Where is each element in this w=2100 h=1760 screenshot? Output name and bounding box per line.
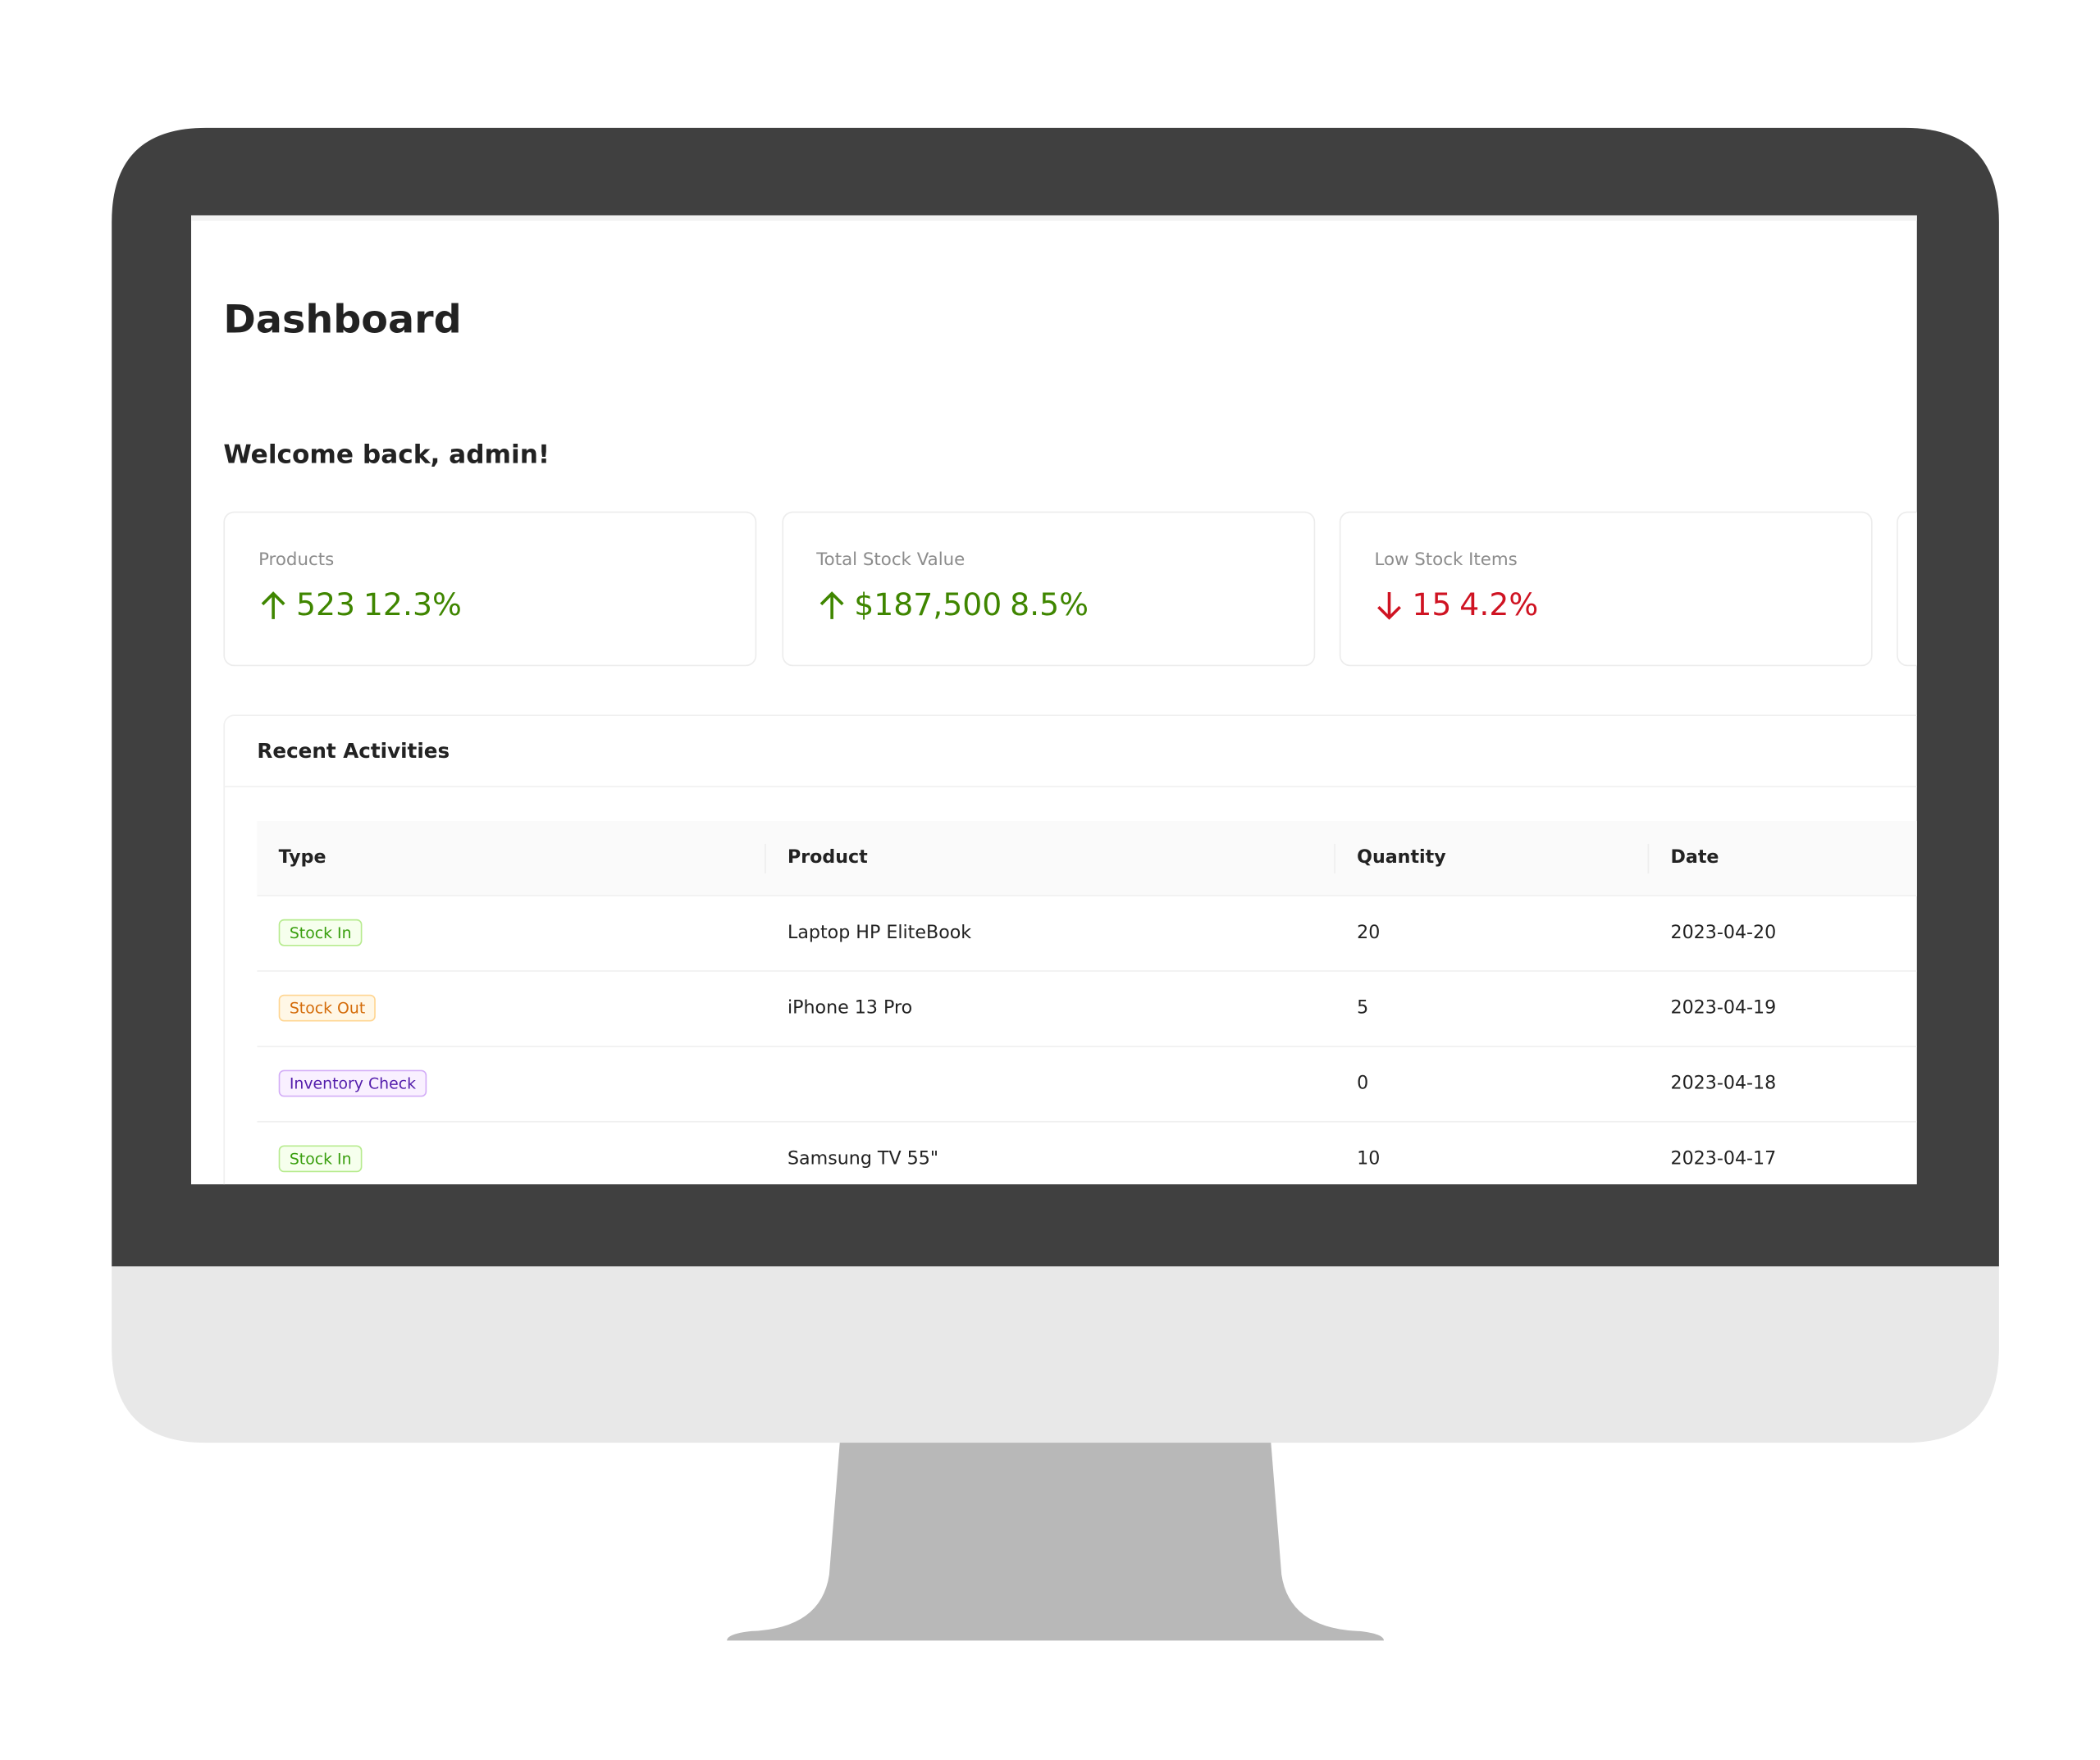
date-cell: 2023-04-17 xyxy=(1670,1147,1777,1170)
stat-label: Products xyxy=(258,550,335,571)
stat-card: Products 523 12.3% xyxy=(223,511,757,667)
type-tag: Stock In xyxy=(278,1145,363,1173)
column-separator xyxy=(1647,843,1650,874)
monitor-chin xyxy=(112,1265,1999,1443)
stat-label: Low Stock Items xyxy=(1374,550,1518,571)
type-tag: Inventory Check xyxy=(278,1069,427,1097)
stat-value: $187,500 xyxy=(854,588,1002,623)
activities-card: Recent Activities Type Product Quantity Dat… xyxy=(223,714,1917,1185)
divider xyxy=(225,786,1917,787)
stat-value: 523 xyxy=(296,588,356,623)
column-separator xyxy=(1334,843,1335,874)
quantity-cell: 5 xyxy=(1357,996,1369,1019)
stat-value-row: 15 4.2% xyxy=(1374,588,1538,623)
product-cell: Samsung TV 55" xyxy=(787,1147,939,1170)
stat-card-partial xyxy=(1897,511,1917,667)
stat-value-row: $187,500 8.5% xyxy=(816,588,1089,623)
screen: Dashboard Welcome back, admin! Products 5… xyxy=(191,215,1917,1185)
type-cell: Stock Out xyxy=(278,994,377,1022)
page-title: Dashboard xyxy=(223,296,462,342)
type-cell: Stock In xyxy=(278,1145,363,1173)
product-cell: iPhone 13 Pro xyxy=(787,996,913,1019)
stat-card: Total Stock Value $187,500 8.5% xyxy=(781,511,1315,667)
activities-title: Recent Activities xyxy=(257,738,450,764)
activities-table: Type Product Quantity Date Stock In Laptop HP… xyxy=(257,821,1917,1184)
row-divider xyxy=(257,970,1917,972)
stat-value-row: 523 12.3% xyxy=(258,588,462,623)
stat-value: 15 xyxy=(1412,588,1452,623)
stat-label: Total Stock Value xyxy=(816,550,966,571)
stat-change: 8.5% xyxy=(1010,588,1089,623)
monitor-stand xyxy=(727,1439,1384,1641)
stat-card: Low Stock Items 15 4.2% xyxy=(1339,511,1873,667)
type-cell: Stock In xyxy=(278,919,363,946)
type-tag: Stock In xyxy=(278,919,363,946)
quantity-cell: 20 xyxy=(1357,922,1381,944)
welcome-text: Welcome back, admin! xyxy=(223,440,550,470)
column-header: Quantity xyxy=(1357,846,1446,869)
date-cell: 2023-04-18 xyxy=(1670,1072,1777,1095)
quantity-cell: 10 xyxy=(1357,1147,1381,1170)
trend-arrow xyxy=(1377,592,1401,620)
trend-arrow xyxy=(261,591,285,619)
stat-change: 12.3% xyxy=(363,588,462,623)
date-cell: 2023-04-20 xyxy=(1670,922,1777,944)
column-header: Product xyxy=(787,846,868,869)
product-cell: Laptop HP EliteBook xyxy=(787,922,972,944)
column-header: Type xyxy=(278,846,326,869)
trend-arrow xyxy=(819,591,843,619)
date-cell: 2023-04-19 xyxy=(1670,996,1777,1019)
row-divider xyxy=(257,1120,1917,1123)
column-separator xyxy=(765,843,766,874)
stat-change: 4.2% xyxy=(1459,588,1539,623)
type-tag: Stock Out xyxy=(278,994,377,1022)
column-header: Date xyxy=(1670,846,1719,869)
row-divider xyxy=(257,1046,1917,1047)
quantity-cell: 0 xyxy=(1357,1072,1369,1095)
type-cell: Inventory Check xyxy=(278,1069,427,1097)
table-header xyxy=(257,821,1917,896)
